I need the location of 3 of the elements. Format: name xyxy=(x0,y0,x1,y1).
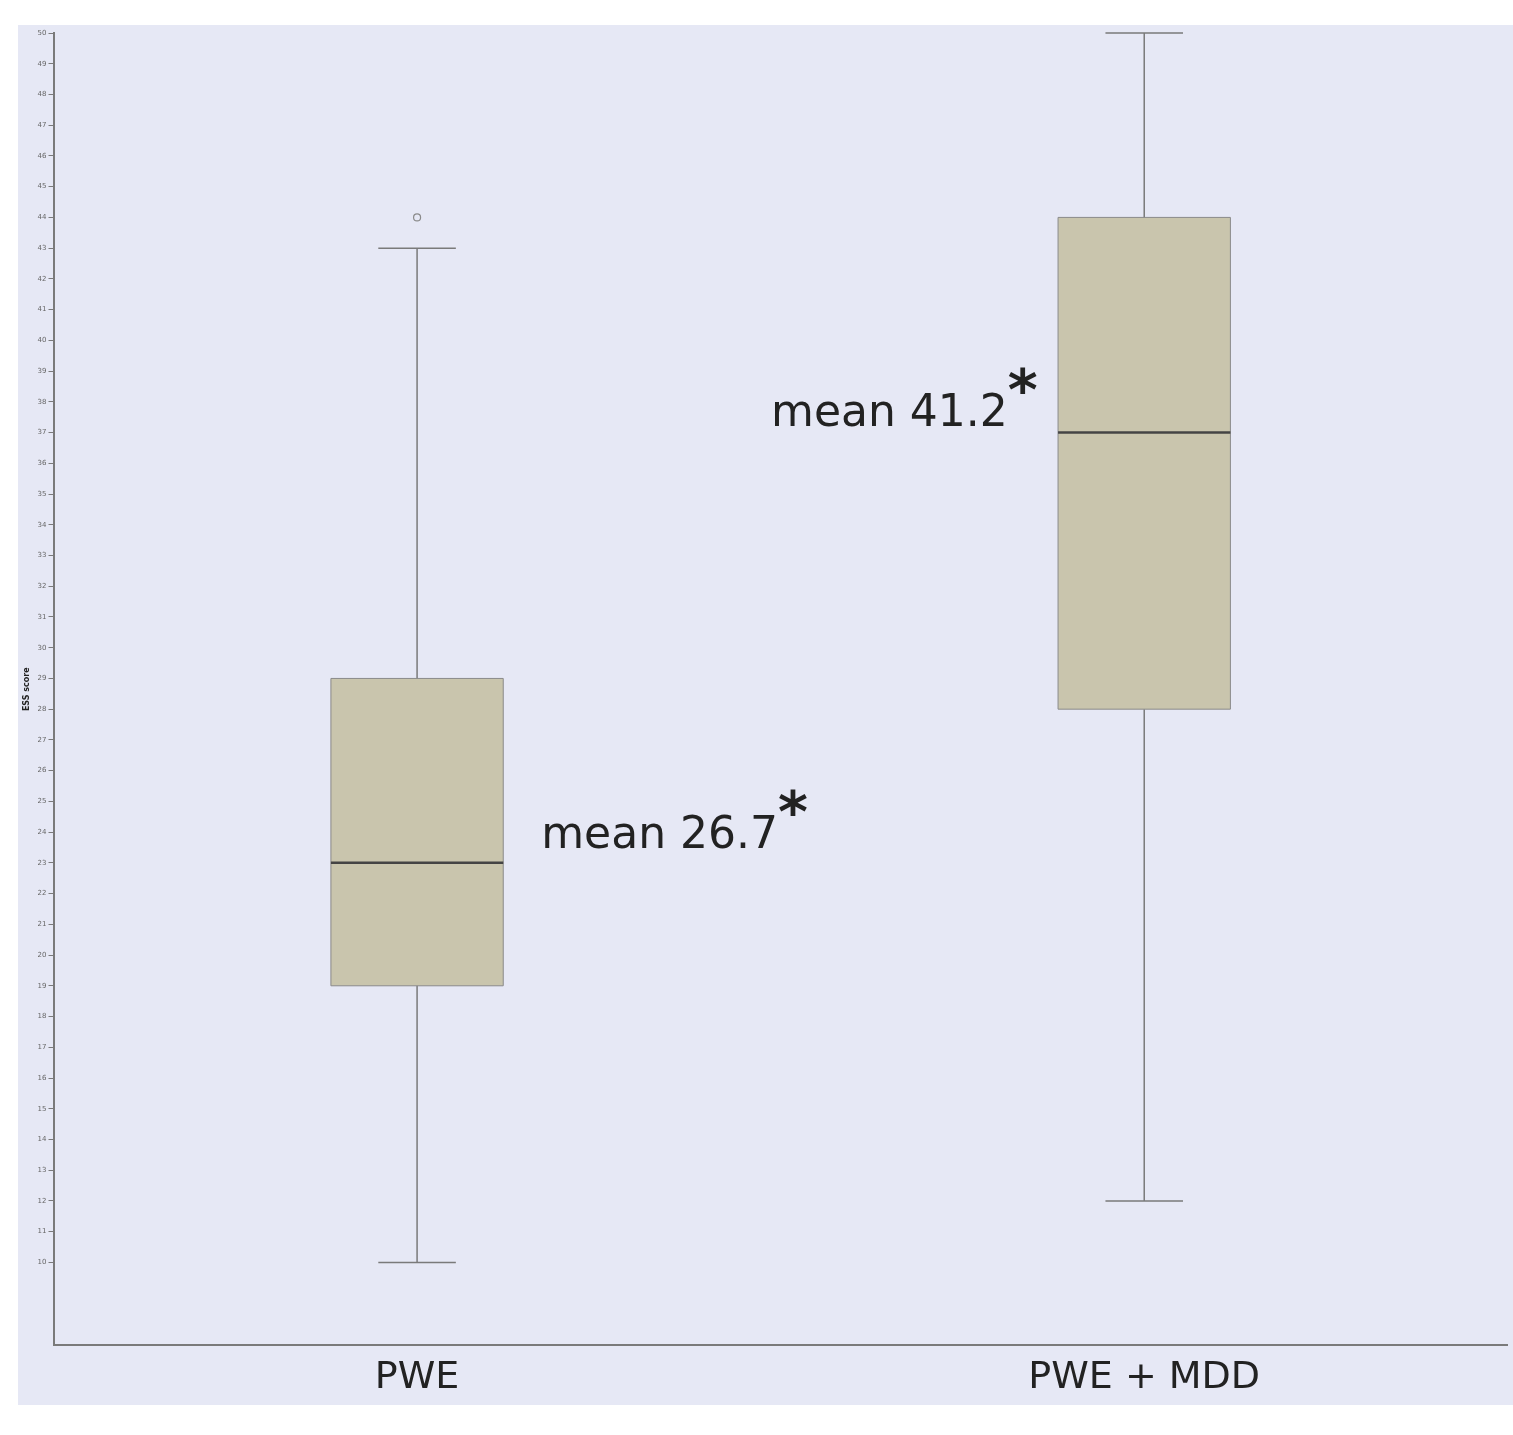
y-axis-title: ESS score xyxy=(21,666,31,712)
x-tick-label: PWE xyxy=(374,1353,460,1398)
x-tick-label: PWE + MDD xyxy=(1028,1353,1261,1398)
